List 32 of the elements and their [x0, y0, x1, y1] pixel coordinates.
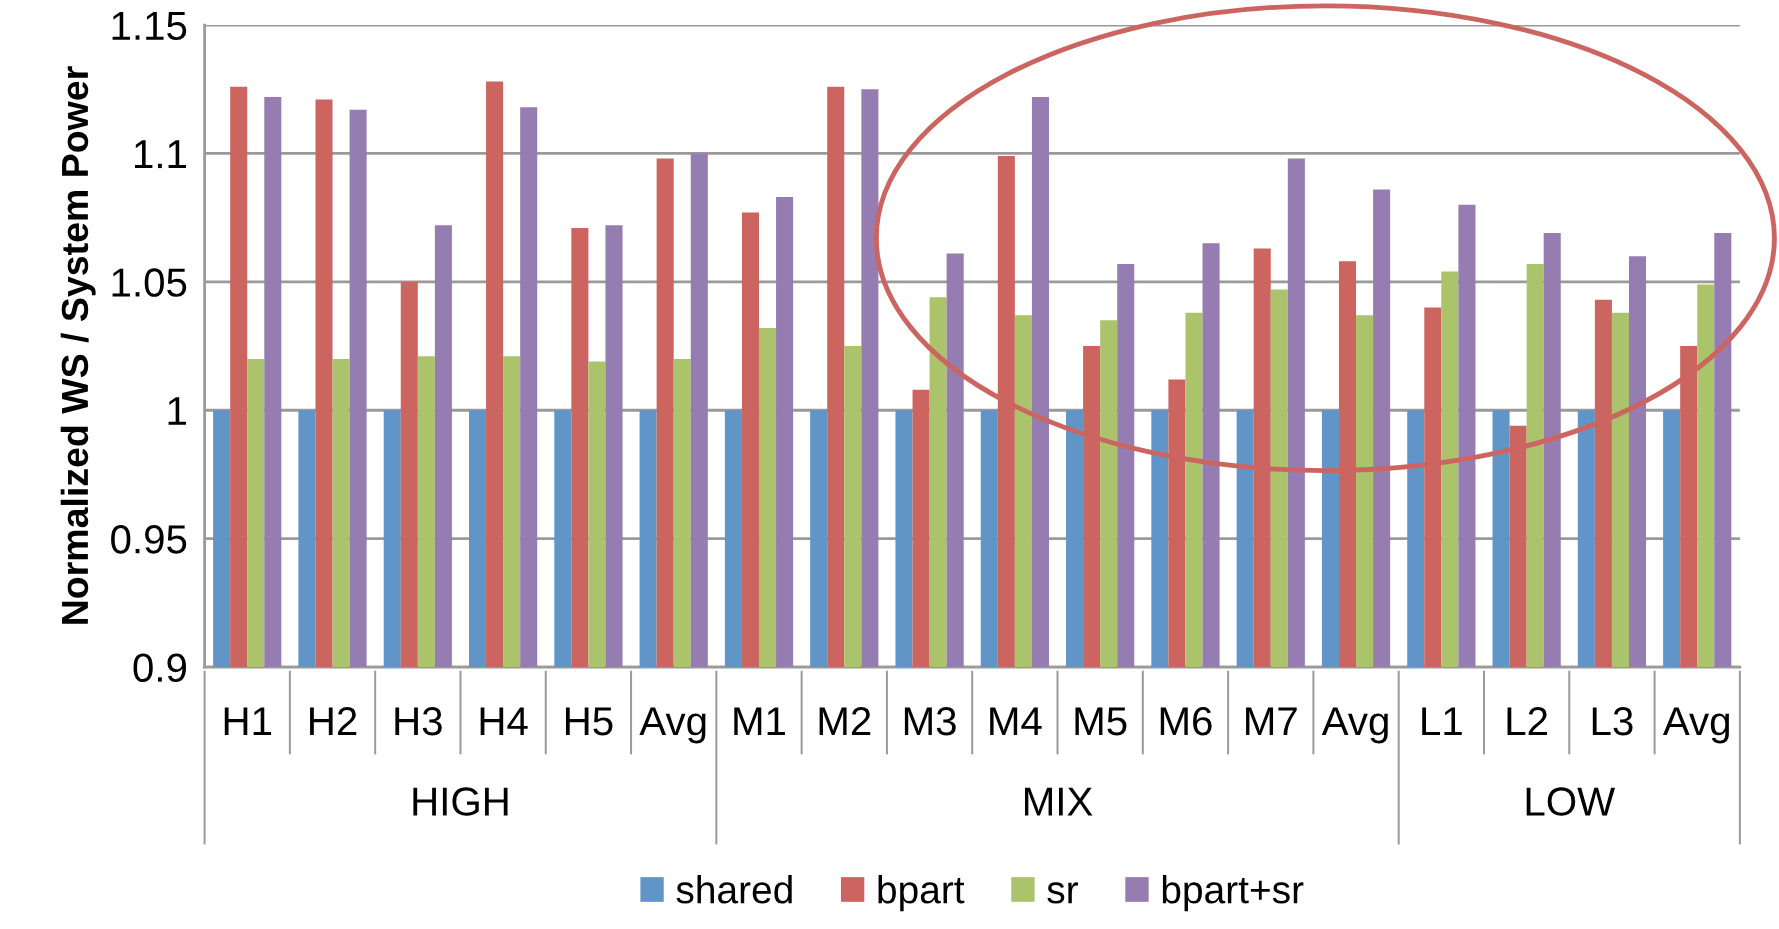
legend-label: sr [1047, 882, 1078, 904]
x-tick-label: M3 [904, 706, 956, 736]
x-tick-label: H2 [310, 706, 357, 736]
x-tick-label: Avg [1662, 707, 1729, 744]
x-tick-label: H5 [565, 707, 613, 736]
y-tick-label: 0.95 [111, 525, 187, 554]
y-axis-title: Normalized WS / System Power [60, 66, 96, 624]
legend-label: bpart [878, 875, 965, 912]
y-tick-label: 1.05 [112, 268, 187, 297]
x-tick-label: M6 [1160, 706, 1212, 736]
x-tick-label: H4 [480, 707, 528, 736]
x-tick-label: Avg [1321, 707, 1388, 744]
legend-label: bpart+sr [1162, 875, 1304, 912]
x-tick-label: M7 [1246, 707, 1297, 736]
x-tick-label: L2 [1507, 706, 1548, 736]
text: MIX [1025, 787, 1093, 816]
legend-label: shared [676, 875, 792, 904]
y-tick-label: 1 [168, 397, 186, 425]
x-tick-label: L3 [1592, 706, 1633, 736]
x-tick-label: M1 [734, 707, 785, 736]
x-tick-label: L1 [1422, 707, 1462, 736]
x-tick-label: H1 [224, 707, 272, 736]
text: HIGH [413, 787, 508, 816]
x-tick-label: M5 [1075, 707, 1127, 736]
x-tick-label: M2 [819, 706, 871, 736]
text: LOW [1526, 787, 1616, 816]
x-tick-label: H3 [395, 706, 442, 736]
y-tick-label: 1.15 [112, 11, 187, 41]
x-tick-label: Avg [639, 707, 706, 744]
y-tick-label: 1.1 [135, 140, 186, 169]
y-tick-label: 0.9 [133, 653, 187, 683]
x-tick-label: M4 [990, 707, 1042, 736]
